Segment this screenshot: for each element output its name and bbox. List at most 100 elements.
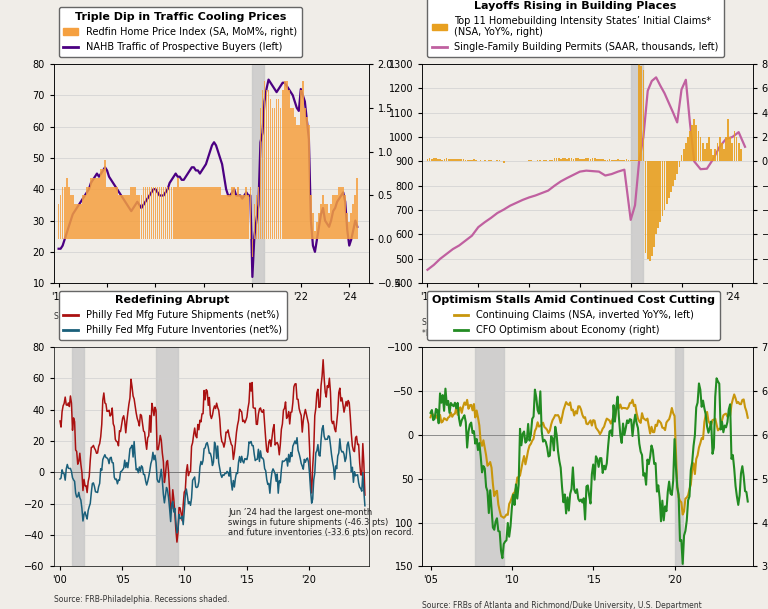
Bar — [161, 187, 162, 239]
Bar — [678, 161, 680, 167]
Bar — [211, 187, 213, 239]
Bar — [147, 187, 148, 239]
Bar — [292, 108, 293, 239]
Bar — [694, 119, 695, 161]
Bar — [151, 187, 152, 239]
Bar — [704, 149, 706, 161]
Bar — [250, 187, 251, 239]
Bar — [112, 187, 114, 239]
Bar — [96, 178, 98, 239]
Bar — [233, 187, 235, 239]
Bar — [687, 137, 689, 161]
Bar — [183, 187, 184, 239]
Bar — [304, 108, 306, 239]
Bar — [697, 131, 700, 161]
Bar — [143, 187, 144, 239]
Bar — [100, 169, 102, 239]
Bar — [627, 160, 630, 161]
Bar — [496, 160, 498, 161]
Bar — [556, 158, 558, 161]
Bar — [554, 158, 555, 161]
Bar — [356, 178, 358, 239]
Bar — [733, 131, 735, 161]
Bar — [574, 158, 577, 161]
Bar — [80, 204, 81, 239]
Bar — [674, 347, 683, 566]
Bar — [577, 158, 578, 161]
Bar — [596, 159, 598, 161]
Bar — [531, 160, 532, 161]
Bar — [252, 239, 253, 257]
Bar — [257, 187, 260, 239]
Bar — [461, 159, 462, 161]
Bar — [323, 195, 324, 239]
Bar — [163, 187, 164, 239]
Bar — [717, 143, 718, 161]
Bar — [88, 187, 90, 239]
Bar — [247, 195, 249, 239]
Bar — [551, 160, 553, 161]
Bar — [619, 160, 621, 161]
Bar — [314, 231, 316, 239]
Bar — [68, 187, 70, 239]
Text: Jun ’24 had the largest one-month
swings in future shipments (-46.3 pts)
and fut: Jun ’24 had the largest one-month swings… — [228, 508, 414, 537]
Bar — [647, 161, 648, 259]
Bar — [312, 213, 314, 239]
Bar — [706, 143, 708, 161]
Bar — [346, 213, 348, 239]
Bar — [670, 161, 672, 192]
Bar — [227, 195, 229, 239]
Bar — [636, 160, 638, 161]
Bar — [94, 178, 96, 239]
Legend: Redfin Home Price Index (SA, MoM%, right), NAHB Traffic of Prospective Buyers (l: Redfin Home Price Index (SA, MoM%, right… — [58, 7, 302, 57]
Bar — [431, 159, 432, 161]
Bar — [286, 82, 287, 239]
Legend: Top 11 Homebuilding Intensity States’ Initial Claims*
(NSA, YoY%, right), Single: Top 11 Homebuilding Intensity States’ In… — [427, 0, 723, 57]
Bar — [214, 187, 215, 239]
Bar — [175, 187, 177, 239]
Bar — [246, 187, 247, 239]
Bar — [148, 187, 151, 239]
Bar — [738, 143, 740, 161]
Bar — [102, 169, 104, 239]
Bar — [124, 195, 126, 239]
Bar — [167, 187, 168, 239]
Bar — [630, 160, 631, 161]
Bar — [731, 143, 733, 161]
Bar — [677, 161, 678, 174]
Bar — [340, 187, 342, 239]
Bar — [153, 187, 154, 239]
Bar — [624, 160, 625, 161]
Bar — [568, 158, 570, 161]
Bar — [445, 158, 448, 161]
Bar — [199, 187, 200, 239]
Bar — [157, 347, 178, 566]
Bar — [66, 178, 68, 239]
Bar — [72, 347, 84, 566]
Bar — [683, 149, 684, 161]
Bar — [191, 187, 193, 239]
Bar — [132, 187, 134, 239]
Bar — [469, 160, 471, 161]
Bar — [138, 195, 141, 239]
Bar — [256, 195, 257, 239]
Bar — [58, 204, 59, 239]
Bar — [467, 160, 468, 161]
Bar — [187, 187, 189, 239]
Bar — [617, 159, 619, 161]
Bar — [185, 187, 187, 239]
Bar — [488, 160, 490, 161]
Bar — [680, 155, 683, 161]
Bar — [590, 159, 591, 161]
Bar — [560, 159, 561, 161]
Bar — [98, 178, 100, 239]
Bar — [691, 125, 693, 161]
Bar — [76, 204, 78, 239]
Bar — [74, 204, 75, 239]
Bar — [479, 160, 482, 161]
Bar — [280, 108, 282, 239]
Bar — [253, 204, 255, 239]
Bar — [154, 187, 157, 239]
Bar — [165, 187, 167, 239]
Bar — [730, 137, 731, 161]
